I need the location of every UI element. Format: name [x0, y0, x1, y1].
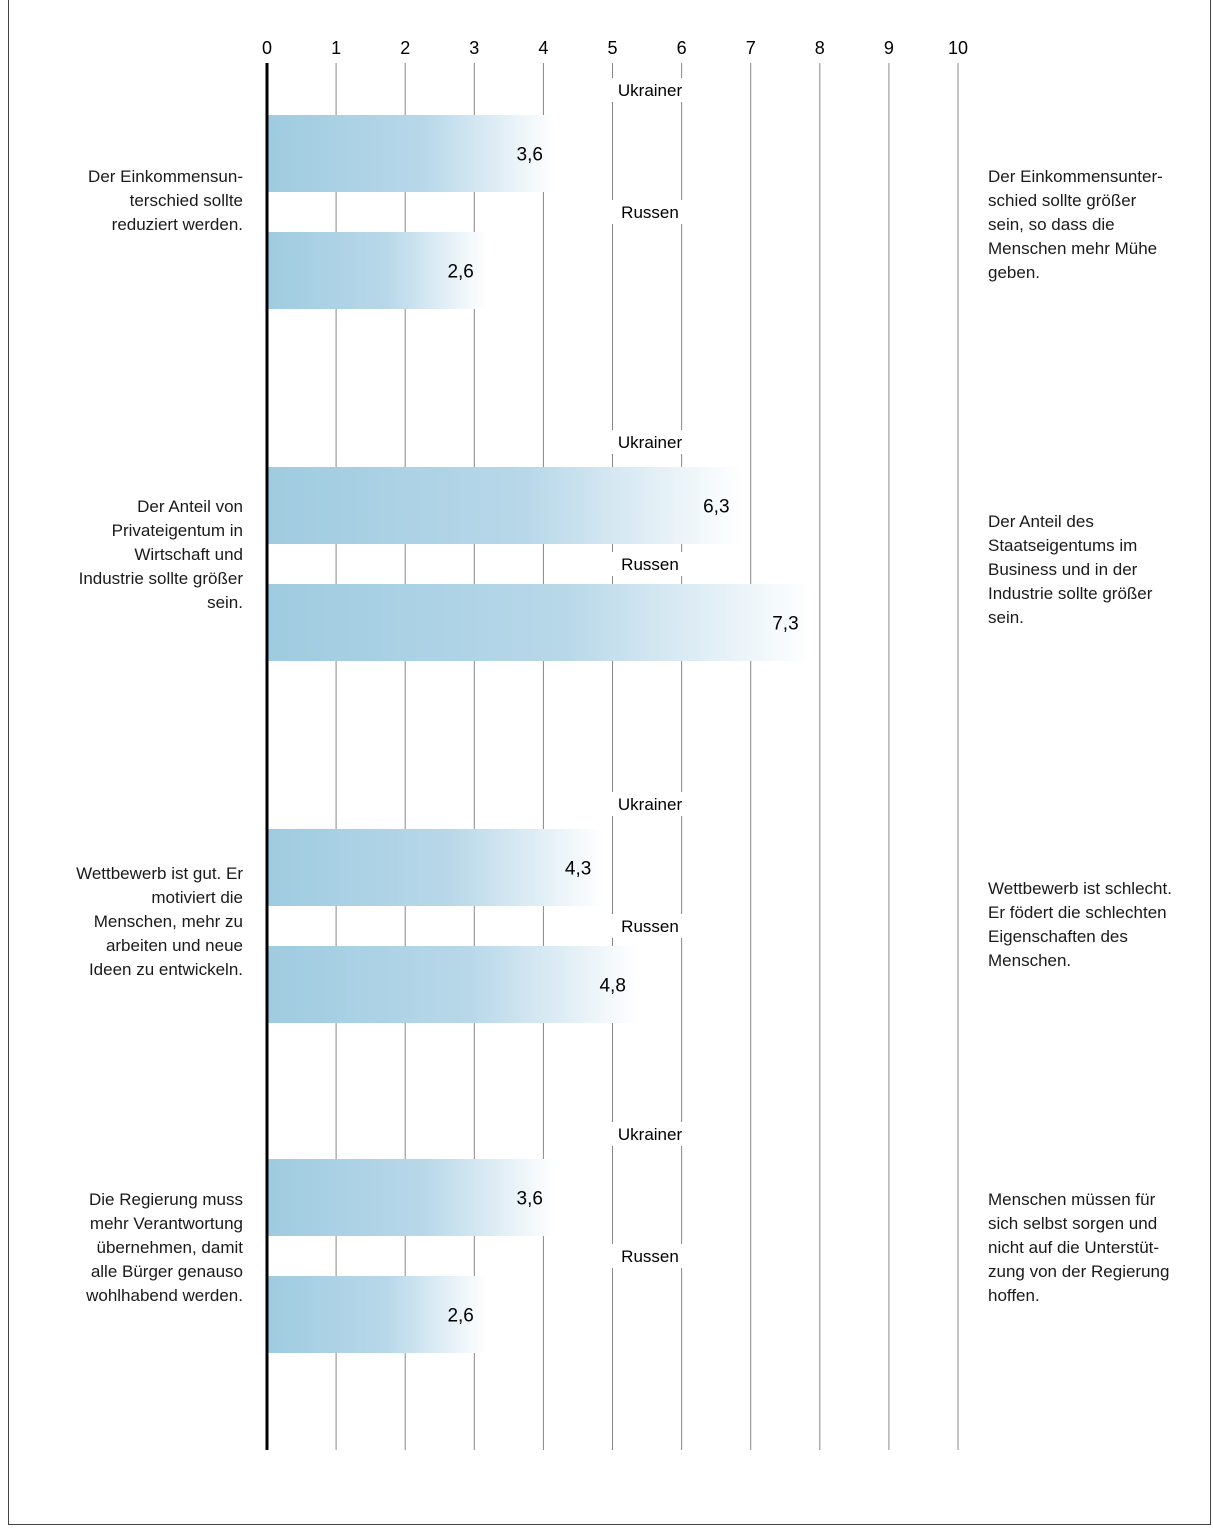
bar-value-label: 7,3 — [772, 614, 798, 635]
series-name-label: Ukrainer — [618, 433, 683, 452]
series-label-background — [610, 200, 690, 224]
series-label-background — [610, 1122, 690, 1146]
x-axis-ticks: 0 1 2 3 4 5 6 7 8 9 10 — [262, 38, 968, 58]
series-name-label: Russen — [621, 1247, 679, 1266]
series-name-label: Russen — [621, 203, 679, 222]
x-tick-label: 1 — [331, 38, 341, 58]
series-name-label: Russen — [621, 555, 679, 574]
bar-value-label: 4,8 — [599, 976, 625, 997]
series-label-background — [610, 430, 690, 454]
bar-value-label: 6,3 — [703, 497, 729, 518]
bar-ukrainer — [267, 467, 743, 544]
x-tick-label: 4 — [538, 38, 548, 58]
bar-value-label: 2,6 — [447, 262, 473, 283]
bar-ukrainer — [267, 829, 605, 906]
series-label-background — [610, 792, 690, 816]
right-statement: Wettbewerb ist schlecht. Er födert die s… — [988, 879, 1172, 970]
bar-value-label: 3,6 — [517, 1189, 543, 1210]
right-statement: Menschen müssen für sich selbst sorgen u… — [988, 1190, 1170, 1305]
bar-labels: Ukrainer 3,6 Russen 2,6 Ukrainer 6,3 Russen 7,3… — [447, 78, 799, 1327]
x-tick-label: 3 — [469, 38, 479, 58]
right-statement: Der Anteil des Staatseigentums im Busine… — [988, 512, 1153, 627]
x-tick-label: 9 — [884, 38, 894, 58]
series-label-background — [610, 78, 690, 102]
x-tick-label: 7 — [746, 38, 756, 58]
left-statement: Wettbewerb ist gut. Er motiviert die Men… — [76, 864, 243, 979]
x-tick-label: 8 — [815, 38, 825, 58]
bar-russen — [267, 946, 639, 1023]
bar-value-label: 2,6 — [447, 1306, 473, 1327]
bar-russen — [267, 584, 812, 661]
x-tick-label: 5 — [607, 38, 617, 58]
x-tick-label: 0 — [262, 38, 272, 58]
series-label-background — [610, 1244, 690, 1268]
chart-frame — [8, 0, 1211, 1525]
bar-value-label: 3,6 — [517, 145, 543, 166]
series-label-background — [610, 552, 690, 576]
series-name-label: Ukrainer — [618, 795, 683, 814]
bar-ukrainer — [267, 1159, 556, 1236]
bar-russen — [267, 232, 487, 309]
series-name-label: Ukrainer — [618, 1125, 683, 1144]
series-name-label: Russen — [621, 917, 679, 936]
right-statement: Der Einkommensunter- schied sollte größe… — [988, 167, 1163, 282]
left-statement: Der Anteil von Privateigentum in Wirtsch… — [78, 497, 243, 612]
bar-russen — [267, 1276, 487, 1353]
bars — [267, 115, 812, 1353]
x-tick-label: 2 — [400, 38, 410, 58]
series-name-label: Ukrainer — [618, 81, 683, 100]
left-statement: Der Einkommensun- terschied sollte reduz… — [88, 167, 243, 234]
left-statement: Die Regierung muss mehr Verantwortung üb… — [86, 1190, 243, 1305]
x-tick-label: 6 — [677, 38, 687, 58]
series-label-background — [610, 914, 690, 938]
bar-value-label: 4,3 — [565, 859, 591, 880]
bar-ukrainer — [267, 115, 556, 192]
x-tick-label: 10 — [948, 38, 968, 58]
